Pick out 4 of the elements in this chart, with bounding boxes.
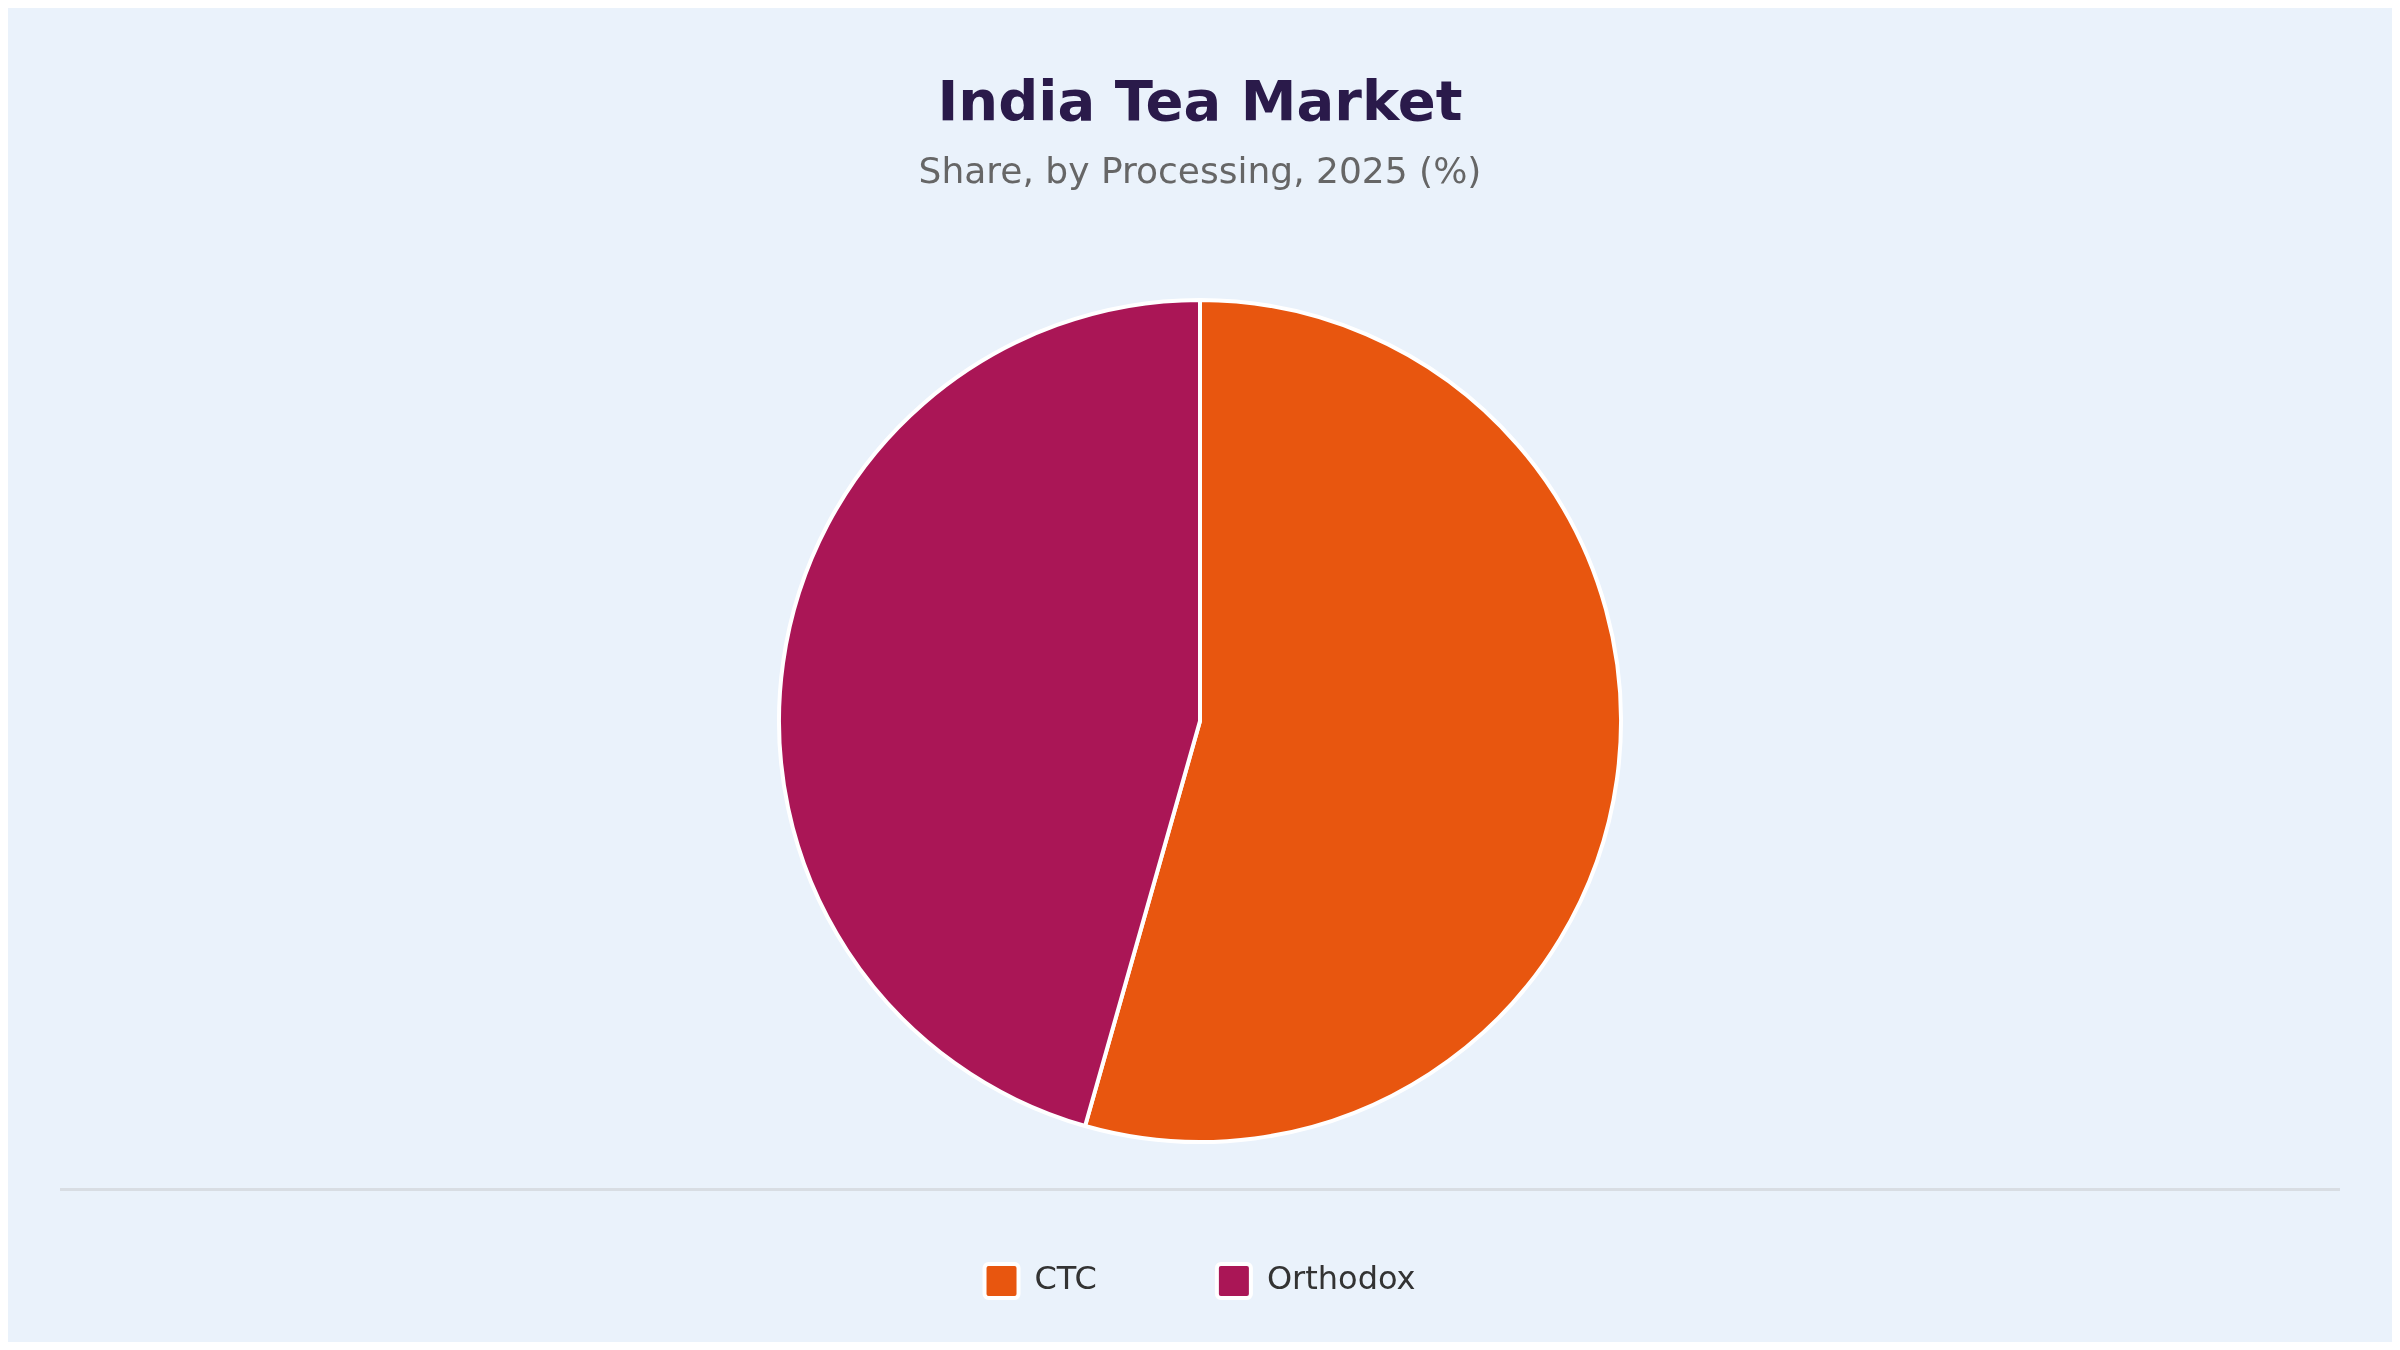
chart-title: India Tea Market: [936, 68, 1464, 133]
legend-label: CTC: [1034, 1259, 1097, 1298]
legend-label: Orthodox: [1266, 1259, 1416, 1298]
chart-subtitle: Share, by Processing, 2025 (%): [917, 150, 1483, 191]
